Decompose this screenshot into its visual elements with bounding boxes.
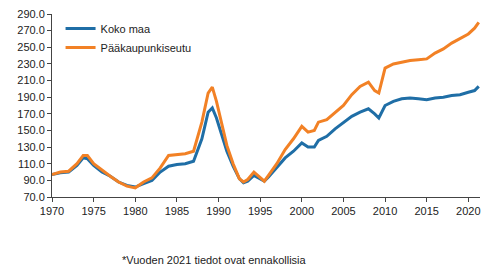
svg-text:2000: 2000 [290,205,314,217]
svg-text:90.0: 90.0 [23,174,44,186]
svg-text:210.0: 210.0 [17,74,45,86]
svg-text:Pääkaupunkiseutu: Pääkaupunkiseutu [101,42,192,54]
svg-text:190.0: 190.0 [17,91,45,103]
svg-text:230.0: 230.0 [17,58,45,70]
svg-text:70.0: 70.0 [23,191,44,203]
svg-text:170.0: 170.0 [17,108,45,120]
svg-text:1975: 1975 [81,205,105,217]
svg-text:2010: 2010 [373,205,397,217]
svg-text:290.0: 290.0 [17,8,45,20]
svg-text:1985: 1985 [165,205,189,217]
svg-text:1995: 1995 [248,205,272,217]
svg-text:1990: 1990 [206,205,230,217]
svg-text:250.0: 250.0 [17,41,45,53]
svg-text:130.0: 130.0 [17,141,45,153]
svg-text:1970: 1970 [40,205,64,217]
svg-text:1980: 1980 [123,205,147,217]
svg-text:Koko maa: Koko maa [101,23,151,35]
svg-text:2005: 2005 [331,205,355,217]
svg-text:2015: 2015 [414,205,438,217]
svg-text:270.0: 270.0 [17,24,45,36]
svg-text:150.0: 150.0 [17,124,45,136]
svg-text:110.0: 110.0 [18,158,45,170]
svg-text:*Vuoden 2021 tiedot ovat ennak: *Vuoden 2021 tiedot ovat ennakollisia [122,254,307,265]
svg-text:2020: 2020 [456,205,480,217]
